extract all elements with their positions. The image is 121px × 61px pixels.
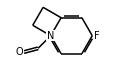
Text: N: N — [47, 31, 54, 41]
Text: O: O — [16, 47, 23, 57]
Text: F: F — [94, 31, 100, 41]
